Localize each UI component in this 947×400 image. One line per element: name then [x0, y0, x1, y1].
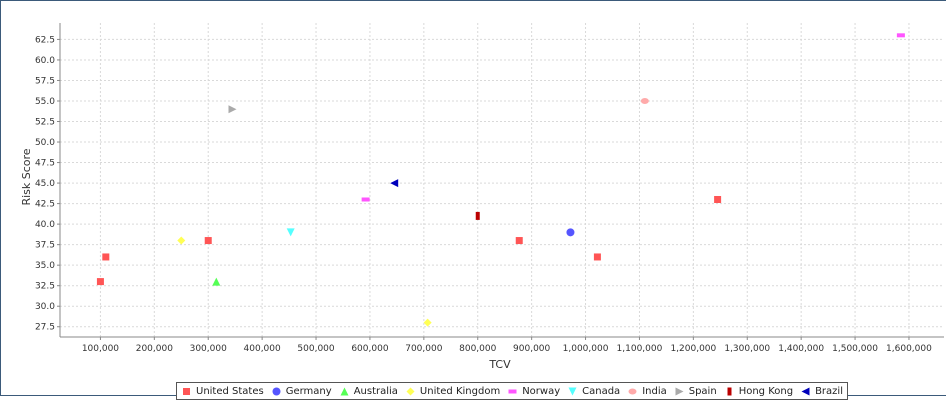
- point-united-states: [714, 195, 722, 203]
- y-tick-label: 60.0: [35, 56, 55, 66]
- chart-legend: United States Germany Australia United King…: [176, 382, 848, 400]
- legend-item-united-states: United States: [181, 386, 264, 397]
- point-united-kingdom: [177, 236, 186, 245]
- legend-marker-australia: [340, 387, 349, 395]
- y-tick-label: 32.5: [35, 282, 55, 292]
- x-tick-label: 700,000: [405, 344, 442, 354]
- legend-label: Canada: [582, 385, 621, 397]
- legend-marker-germany: [272, 387, 281, 395]
- y-tick-label: 57.5: [35, 76, 55, 86]
- point-united-states: [204, 237, 212, 245]
- point-hong-kong: [475, 211, 480, 220]
- legend-label: Brazil: [815, 385, 843, 397]
- y-tick-label: 40.0: [35, 220, 55, 230]
- point-united-states: [96, 278, 104, 286]
- x-tick-label: 1,100,000: [617, 344, 663, 354]
- legend-label: Hong Kong: [738, 385, 794, 397]
- point-norway: [896, 33, 905, 38]
- x-axis-label: TCV: [488, 358, 511, 371]
- point-india: [640, 97, 649, 104]
- legend-marker-shape: [801, 387, 810, 395]
- legend-label: Spain: [688, 385, 717, 397]
- point-canada: [286, 228, 295, 237]
- x-tick-label: 1,300,000: [724, 344, 770, 354]
- y-tick-label: 35.0: [35, 261, 55, 271]
- y-tick-label: 37.5: [35, 241, 55, 251]
- x-tick-label: 600,000: [351, 344, 388, 354]
- y-tick-label: 55.0: [35, 97, 55, 107]
- legend-label: Germany: [285, 385, 332, 397]
- legend-label: Norway: [522, 385, 561, 397]
- legend-marker-shape: [508, 389, 517, 393]
- legend-label: United Kingdom: [419, 385, 501, 397]
- x-tick-label: 400,000: [244, 344, 281, 354]
- legend-marker-united-states: [183, 387, 190, 395]
- legend-item-brazil: Brazil: [800, 386, 843, 397]
- x-tick-label: 100,000: [82, 344, 119, 354]
- y-axis-label: Risk Score: [20, 148, 33, 205]
- legend-label: United States: [196, 385, 264, 397]
- x-axis-ticks: 100,000 200,000 300,000 400,000 500,000 600,0…: [82, 337, 932, 354]
- legend-label: India: [642, 385, 667, 397]
- legend-marker-brazil: [801, 387, 810, 395]
- x-tick-label: 500,000: [297, 344, 334, 354]
- x-tick-label: 800,000: [459, 344, 496, 354]
- legend-item-spain: Spain: [674, 386, 717, 397]
- data-points: [96, 33, 905, 327]
- legend-marker-shape: [628, 388, 637, 394]
- y-tick-label: 47.5: [35, 159, 55, 169]
- legend-item-united-kingdom: United Kingdom: [405, 386, 500, 397]
- x-tick-label: 1,500,000: [832, 344, 878, 354]
- legend-item-canada: Canada: [567, 386, 620, 397]
- y-tick-label: 50.0: [35, 138, 55, 148]
- legend-label: Australia: [353, 385, 398, 397]
- x-tick-label: 1,600,000: [886, 344, 932, 354]
- x-tick-label: 200,000: [136, 344, 173, 354]
- point-united-states: [593, 253, 601, 261]
- legend-item-india: India: [627, 386, 667, 397]
- legend-marker-india: [628, 388, 637, 394]
- point-spain: [228, 105, 237, 114]
- point-australia: [212, 277, 221, 286]
- legend-item-hong-kong: Hong Kong: [724, 386, 793, 397]
- point-united-states: [102, 253, 110, 261]
- y-tick-label: 62.5: [35, 35, 55, 45]
- legend-item-norway: Norway: [507, 386, 560, 397]
- legend-marker-shape: [568, 387, 577, 395]
- point-united-kingdom: [423, 318, 432, 327]
- y-tick-label: 45.0: [35, 179, 55, 189]
- x-tick-label: 900,000: [513, 344, 550, 354]
- legend-marker-united-kingdom: [406, 387, 415, 395]
- y-tick-label: 30.0: [35, 302, 55, 312]
- y-axis-ticks: 27.5 30.0 32.5 35.0 37.5 40.0 42.5 45.0 47.5 50.0…: [35, 35, 60, 333]
- legend-marker-hong-kong: [727, 387, 732, 395]
- point-brazil: [390, 179, 399, 188]
- legend-marker-norway: [508, 389, 517, 393]
- x-tick-label: 1,200,000: [670, 344, 716, 354]
- axes: [59, 23, 944, 338]
- point-germany: [566, 228, 575, 237]
- legend-marker-shape: [675, 387, 684, 395]
- x-tick-label: 1,000,000: [563, 344, 609, 354]
- legend-marker-shape: [727, 387, 732, 395]
- point-united-states: [515, 237, 523, 245]
- point-norway: [361, 197, 370, 202]
- legend-item-australia: Australia: [339, 386, 398, 397]
- grid-lines: [60, 23, 944, 337]
- x-tick-label: 1,400,000: [778, 344, 824, 354]
- legend-marker-spain: [675, 387, 684, 395]
- legend-marker-canada: [568, 387, 577, 395]
- y-tick-label: 52.5: [35, 118, 55, 128]
- legend-marker-shape: [183, 387, 190, 395]
- legend-item-germany: Germany: [271, 386, 332, 397]
- y-tick-label: 27.5: [35, 323, 55, 333]
- legend-marker-shape: [272, 387, 281, 395]
- x-tick-label: 300,000: [190, 344, 227, 354]
- y-tick-label: 42.5: [35, 200, 55, 210]
- legend-marker-shape: [406, 387, 415, 395]
- legend-marker-shape: [340, 387, 349, 395]
